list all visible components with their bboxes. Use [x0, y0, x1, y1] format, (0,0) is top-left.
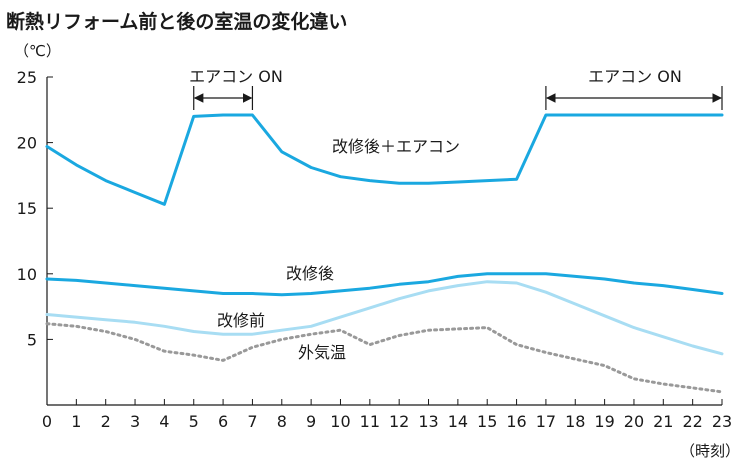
series-line: [45, 322, 724, 394]
x-tick-label: 18: [565, 412, 585, 431]
y-tick-label: 10: [17, 265, 37, 284]
x-tick-label: 13: [418, 412, 438, 431]
series-label: 改修前: [217, 311, 265, 330]
aircon-annotations: エアコン ON エアコン ON: [189, 67, 723, 110]
series-label: 改修後＋エアコン: [332, 137, 460, 156]
axes: [46, 76, 723, 406]
x-tick-label: 5: [189, 412, 199, 431]
x-tick-label: 17: [536, 412, 556, 431]
x-tick-label: 6: [218, 412, 228, 431]
x-tick-label: 19: [594, 412, 614, 431]
y-tick-label: 5: [27, 330, 37, 349]
x-tick-label: 21: [653, 412, 673, 431]
x-tick-label: 15: [477, 412, 497, 431]
series-label: 外気温: [298, 343, 346, 362]
x-tick-label: 22: [682, 412, 702, 431]
x-tick-label: 8: [277, 412, 287, 431]
x-tick-label: 0: [42, 412, 52, 431]
y-tick-label: 20: [17, 134, 37, 153]
annotation-label: エアコン ON: [189, 67, 283, 86]
x-tick-label: 9: [306, 412, 316, 431]
x-axis-unit-label: （時刻）: [680, 442, 740, 460]
x-tick-label: 20: [624, 412, 644, 431]
x-tick-label: 11: [360, 412, 380, 431]
series-label: 改修後: [286, 264, 334, 283]
series-line: [45, 113, 724, 206]
x-tick-label: 14: [448, 412, 468, 431]
annotation-label: エアコン ON: [588, 67, 682, 86]
x-tick-label: 2: [101, 412, 111, 431]
y-axis-unit-label: （℃）: [14, 42, 61, 60]
x-tick-label: 3: [130, 412, 140, 431]
x-tick-label: 1: [71, 412, 81, 431]
chart-title: 断熱リフォーム前と後の室温の変化違い: [6, 10, 347, 33]
x-tick-label: 12: [389, 412, 409, 431]
x-tick-label: 16: [506, 412, 526, 431]
y-tick-label: 15: [17, 199, 37, 218]
x-tick-label: 10: [330, 412, 350, 431]
x-tick-label: 4: [159, 412, 169, 431]
series-line: [45, 272, 724, 297]
series-lines: [45, 113, 724, 394]
y-tick-label: 25: [17, 68, 37, 87]
x-tick-label: 23: [712, 412, 732, 431]
x-tick-label: 7: [247, 412, 257, 431]
series-line: [45, 280, 724, 356]
